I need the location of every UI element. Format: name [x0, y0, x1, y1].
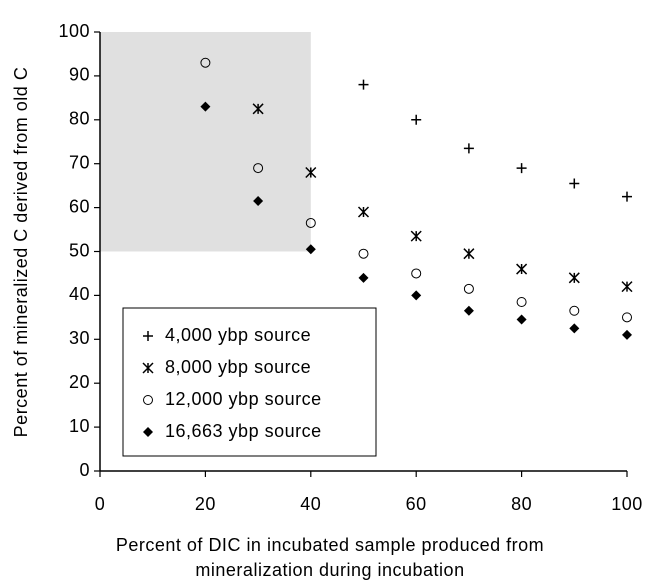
marker [411, 114, 422, 125]
marker [411, 290, 422, 301]
y-tick-label: 50 [69, 240, 90, 260]
marker [357, 206, 370, 218]
marker [411, 268, 422, 279]
y-tick-label: 60 [69, 196, 90, 216]
marker [463, 248, 475, 260]
x-axis-label: Percent of DIC in incubated sample produ… [116, 535, 544, 555]
marker [516, 163, 527, 174]
y-tick-label: 30 [69, 328, 90, 348]
x-tick-label: 40 [300, 494, 321, 514]
x-axis-label: mineralization during incubation [195, 560, 464, 580]
shaded-region [100, 32, 311, 252]
y-tick-label: 40 [69, 284, 90, 304]
marker [622, 312, 632, 323]
legend-label: 8,000 ybp source [165, 357, 311, 377]
legend-marker [142, 362, 154, 374]
marker [463, 143, 474, 154]
marker [305, 244, 316, 255]
x-tick-label: 100 [611, 494, 643, 514]
y-tick-label: 70 [69, 152, 90, 172]
y-tick-label: 80 [69, 109, 90, 129]
legend-marker [143, 427, 153, 437]
legend-label: 4,000 ybp source [165, 325, 311, 345]
marker [252, 103, 264, 115]
marker [463, 283, 474, 294]
legend-label: 12,000 ybp source [165, 389, 322, 409]
marker [200, 57, 211, 68]
legend-marker [143, 395, 153, 405]
legend-marker [143, 331, 153, 341]
marker [516, 263, 528, 275]
marker [568, 272, 580, 284]
y-tick-label: 90 [69, 65, 90, 85]
legend-label: 16,663 ybp source [165, 421, 322, 441]
y-tick-label: 10 [69, 416, 90, 436]
marker [410, 230, 422, 242]
marker [516, 296, 527, 307]
marker [253, 196, 264, 207]
marker [253, 163, 264, 174]
marker [622, 191, 632, 202]
y-axis-label: Percent of mineralized C derived from ol… [11, 67, 31, 438]
marker [358, 272, 369, 283]
x-tick-label: 0 [95, 494, 106, 514]
marker [358, 79, 369, 90]
marker [569, 178, 580, 189]
marker [621, 281, 633, 293]
y-tick-label: 20 [69, 372, 90, 392]
marker [622, 329, 632, 340]
marker [305, 166, 317, 179]
marker [516, 314, 527, 325]
x-tick-label: 60 [406, 494, 427, 514]
marker [463, 305, 474, 316]
x-tick-label: 20 [195, 494, 216, 514]
marker [358, 248, 369, 259]
x-tick-label: 80 [511, 494, 532, 514]
marker [200, 101, 211, 112]
y-tick-label: 100 [58, 21, 90, 41]
marker [569, 323, 580, 334]
y-tick-label: 0 [79, 460, 90, 480]
marker [305, 217, 316, 228]
legend-box [122, 307, 377, 457]
marker [569, 305, 580, 316]
